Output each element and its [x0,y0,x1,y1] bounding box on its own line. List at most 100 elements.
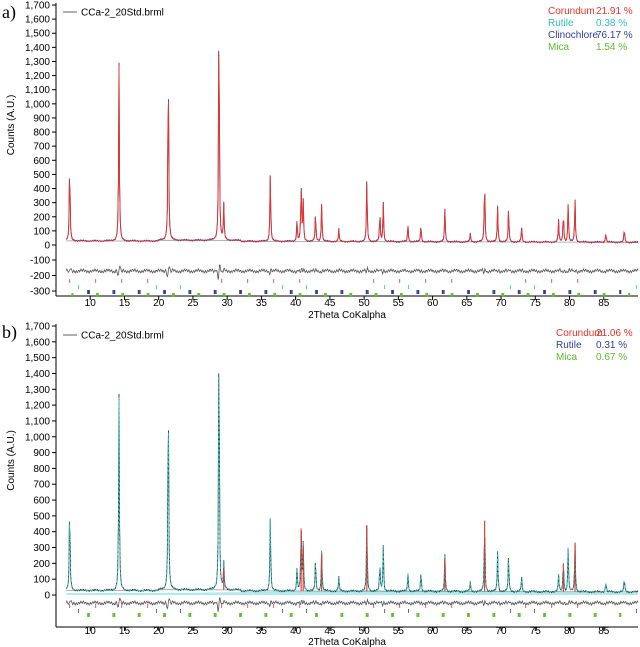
phase-name: Mica [556,352,578,363]
observed-pattern [65,373,639,594]
y-tick-label: 900 [33,448,50,459]
x-tick-label: 30 [222,298,234,309]
phase-name: Rutile [556,340,582,351]
phase-value: 0.38 % [596,18,627,29]
residual-tick-label: -200 [30,271,50,282]
y-tick-label: 1,700 [25,1,50,12]
y-tick-label: 1,500 [25,353,50,364]
observed-pattern [65,50,639,244]
residual-tick-label: -100 [30,256,50,267]
y-tick-label: 1,300 [25,57,50,68]
y-tick-label: 800 [33,128,50,139]
y-tick-label: 200 [33,559,50,570]
y-tick-label: 1,600 [25,15,50,26]
difference-curve [65,597,639,612]
y-tick-label: 1,100 [25,416,50,427]
y-tick-label: 300 [33,543,50,554]
y-tick-label: 800 [33,464,50,475]
panel-label-b: b) [2,322,17,342]
y-tick-label: 900 [33,113,50,124]
phase-value: 1.54 % [596,42,627,53]
y-tick-label: 1,600 [25,337,50,348]
chart-panel-b: 0 100 200 300 400 500 600 700 800 900 1,000 1,100 1,… [6,322,639,647]
x-tick-label: 60 [427,626,439,637]
calculated-pattern [65,52,638,243]
y-tick-label: 100 [33,226,50,237]
x-tick-label: 45 [324,298,336,309]
x-tick-label: 35 [256,626,268,637]
x-tick-label: 25 [187,298,199,309]
y-tick-label: 1,000 [25,432,50,443]
x-tick-label: 80 [564,626,576,637]
phase-name: Corundum [556,328,603,339]
x-tick-label: 25 [187,626,199,637]
x-tick-label: 45 [324,626,336,637]
y-tick-label: 1,200 [25,401,50,412]
x-tick-label: 30 [222,626,234,637]
y-tick-label: 500 [33,511,50,522]
x-tick-label: 65 [461,298,473,309]
x-tick-label: 50 [359,626,371,637]
y-axis-title: Counts (A.U.) [6,95,17,156]
y-tick-label: 1,400 [25,43,50,54]
x-tick-label: 70 [495,298,507,309]
y-tick-label: 600 [33,496,50,507]
phase-name: Mica [548,42,570,53]
x-tick-label: 75 [530,298,542,309]
y-tick-label: 1,500 [25,29,50,40]
x-tick-label: 10 [85,626,97,637]
y-tick-label: 700 [33,480,50,491]
panel-label-a: a) [2,2,16,22]
phase-name: Rutile [548,18,574,29]
legend-source-file: CCa-2_20Std.brml [81,8,164,19]
phase-value: 21.91 % [596,6,633,17]
x-tick-label: 10 [85,298,97,309]
x-tick-label: 65 [461,626,473,637]
phase-name: Clinochlore [548,30,598,41]
x-tick-label: 15 [119,626,131,637]
y-tick-label: 1,400 [25,369,50,380]
calculated-pattern [65,376,638,593]
chart-panel-a: 0 100 200 300 400 500 600 700 800 900 1,000 1,100 1,… [6,1,639,321]
y-tick-label: 1,700 [25,322,50,333]
y-tick-label: 600 [33,156,50,167]
x-tick-label: 55 [393,298,405,309]
x-axis-title: 2Theta CoKalpha [308,310,386,321]
legend-source-file: CCa-2_20Std.brml [81,331,164,342]
x-tick-label: 20 [153,298,165,309]
x-tick-label: 70 [495,626,507,637]
phase-name: Corundum [548,6,595,17]
x-tick-label: 85 [598,298,610,309]
x-tick-label: 75 [530,626,542,637]
phase-value: 0.67 % [596,352,627,363]
y-tick-label: 1,200 [25,71,50,82]
phase-value: 21.06 % [596,328,633,339]
y-tick-label: 700 [33,142,50,153]
y-tick-label: 0 [44,241,50,252]
difference-curve [65,264,639,280]
x-tick-label: 15 [119,298,131,309]
y-tick-label: 200 [33,212,50,223]
y-tick-label: 100 [33,575,50,586]
x-tick-label: 85 [598,626,610,637]
y-tick-label: 400 [33,184,50,195]
y-tick-label: 1,300 [25,385,50,396]
y-axis-title: Counts (A.U.) [6,430,17,491]
x-tick-label: 55 [393,626,405,637]
x-tick-label: 20 [153,626,165,637]
x-tick-label: 80 [564,298,576,309]
x-tick-label: 40 [290,626,302,637]
residual-tick-label: -300 [30,287,50,298]
x-tick-label: 40 [290,298,302,309]
y-tick-label: 400 [33,527,50,538]
y-tick-label: 300 [33,198,50,209]
y-tick-label: 0 [44,591,50,602]
x-tick-label: 35 [256,298,268,309]
phase-value: 76.17 % [596,30,633,41]
y-tick-label: 1,100 [25,85,50,96]
x-tick-label: 60 [427,298,439,309]
y-tick-label: 1,000 [25,99,50,110]
x-tick-label: 50 [359,298,371,309]
phase-value: 0.31 % [596,340,627,351]
